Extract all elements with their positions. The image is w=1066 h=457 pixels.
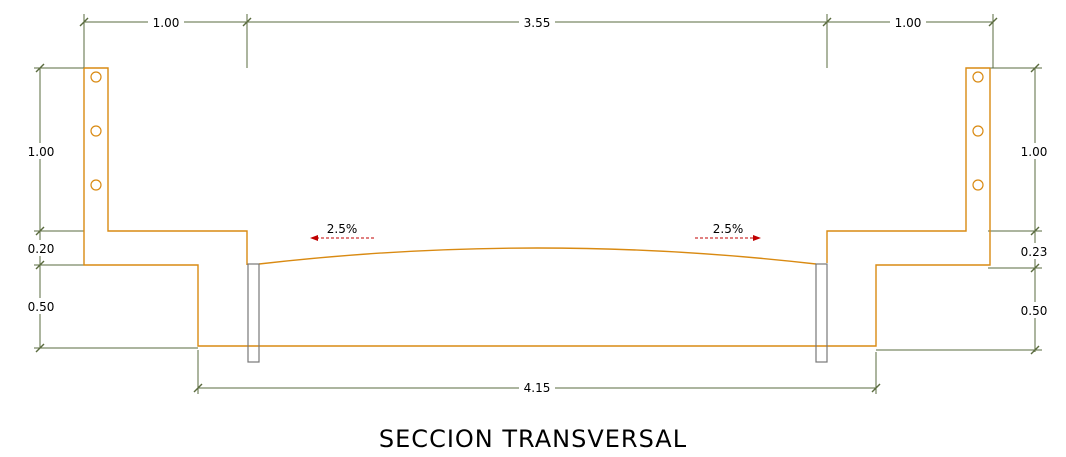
- left-barrier-and-slab: [84, 67, 248, 265]
- bottom-tick-left: [193, 383, 203, 393]
- left-tick-1: [35, 63, 45, 73]
- left-slope-arrow-head-icon: [310, 235, 318, 241]
- right-tick-2: [1030, 226, 1040, 236]
- top-right-dimension-label: 1.00: [895, 16, 922, 30]
- top-tick-3: [822, 17, 832, 27]
- right-base-label: 0.50: [1021, 304, 1048, 318]
- bottom-tick-right: [871, 383, 881, 393]
- bridge-section-outline: [83, 67, 991, 347]
- top-left-dimension-label: 1.00: [153, 16, 180, 30]
- right-rail-hole-1: [972, 71, 984, 83]
- left-dimension-chain: 1.00 0.20 0.50: [24, 63, 198, 353]
- left-slope-indicator: 2.5%: [310, 222, 376, 241]
- left-slab-label: 0.20: [28, 242, 55, 256]
- bottom-dimension-chain: 4.15: [193, 350, 881, 395]
- right-barrier-and-slab: [826, 67, 990, 263]
- top-dimension-chain: 1.00 3.55 1.00: [79, 14, 998, 68]
- right-tick-3: [1030, 263, 1040, 273]
- top-tick-4: [988, 17, 998, 27]
- left-rail-hole-2: [90, 125, 102, 137]
- left-curb: [247, 263, 260, 363]
- left-tick-3: [35, 260, 45, 270]
- left-barrier-outer-edge: [83, 68, 991, 347]
- right-curb: [815, 263, 828, 363]
- top-tick-1: [79, 17, 89, 27]
- top-tick-2: [242, 17, 252, 27]
- right-slope-label: 2.5%: [713, 222, 744, 236]
- bottom-width-label: 4.15: [524, 381, 551, 395]
- drawing-title: SECCION TRANSVERSAL: [379, 425, 687, 453]
- right-rail-hole-3: [972, 179, 984, 191]
- right-tick-4: [1030, 345, 1040, 355]
- left-base-label: 0.50: [28, 300, 55, 314]
- left-tick-4: [35, 343, 45, 353]
- top-center-dimension-label: 3.55: [524, 16, 551, 30]
- right-tick-1: [1030, 63, 1040, 73]
- left-slope-label: 2.5%: [327, 222, 358, 236]
- right-slope-indicator: 2.5%: [695, 222, 761, 241]
- left-rail-hole-3: [90, 179, 102, 191]
- right-rail-hole-2: [972, 125, 984, 137]
- left-rail-hole-1: [90, 71, 102, 83]
- right-barrier-height-label: 1.00: [1021, 145, 1048, 159]
- right-slope-arrow-head-icon: [753, 235, 761, 241]
- left-barrier-height-label: 1.00: [28, 145, 55, 159]
- right-slab-label: 0.23: [1021, 245, 1048, 259]
- left-tick-2: [35, 226, 45, 236]
- road-crown-surface: [258, 247, 817, 265]
- right-dimension-chain: 1.00 0.23 0.50: [876, 63, 1051, 355]
